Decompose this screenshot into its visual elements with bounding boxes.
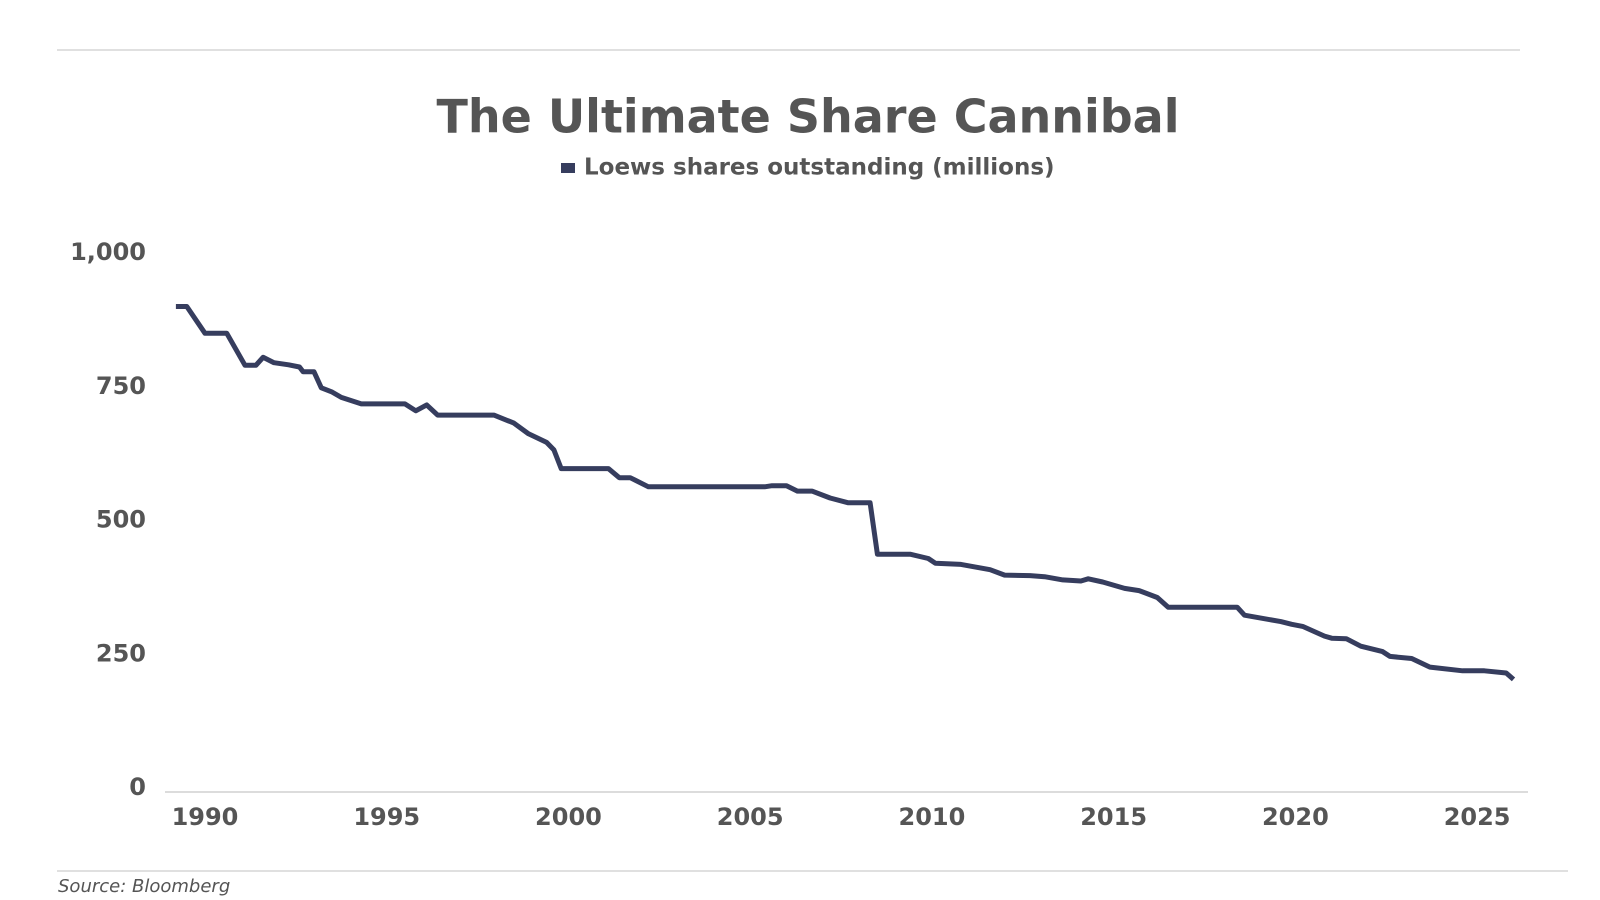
x-tick-label: 2010 xyxy=(899,803,966,831)
x-tick-label: 2025 xyxy=(1444,803,1511,831)
x-tick-label: 1990 xyxy=(172,803,239,831)
x-tick-label: 1995 xyxy=(353,803,420,831)
y-tick-label: 0 xyxy=(129,773,146,801)
legend-label: Loews shares outstanding (millions) xyxy=(584,155,1055,181)
x-tick-label: 2000 xyxy=(535,803,602,831)
y-tick-label: 500 xyxy=(96,506,146,534)
y-tick-label: 250 xyxy=(96,639,146,667)
y-tick-label: 750 xyxy=(96,372,146,400)
chart-title: The Ultimate Share Cannibal xyxy=(436,90,1179,144)
x-tick-label: 2015 xyxy=(1080,803,1147,831)
source: Source: Bloomberg xyxy=(58,876,230,897)
x-tick-label: 2005 xyxy=(717,803,784,831)
series-line xyxy=(175,304,1516,682)
x-tick-label: 2020 xyxy=(1262,803,1329,831)
y-tick-label: 1,000 xyxy=(70,238,146,266)
legend-swatch xyxy=(561,163,575,173)
